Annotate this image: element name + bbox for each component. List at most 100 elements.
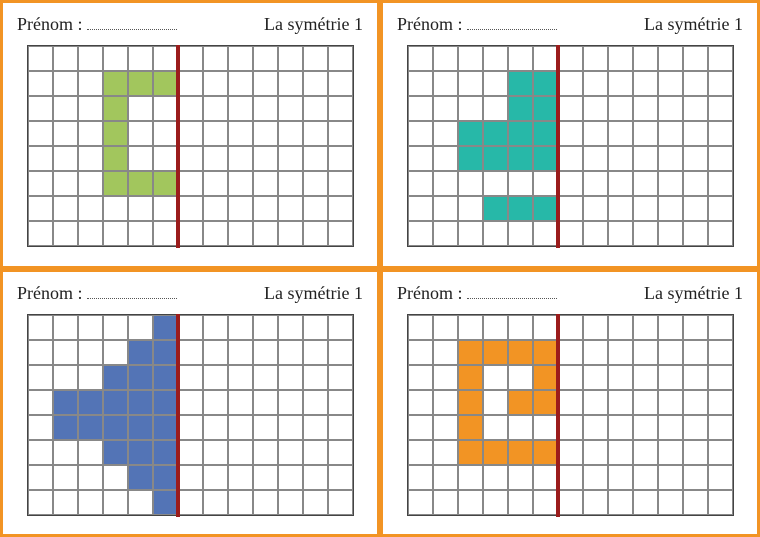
grid-cell [583,365,608,390]
card-header: Prénom :La symétrie 1 [17,11,363,35]
grid-cell [608,96,633,121]
symmetry-axis [176,45,180,248]
worksheet-title: La symétrie 1 [264,283,363,304]
grid-cell [633,96,658,121]
grid-cell [558,71,583,96]
grid-cell [78,96,103,121]
grid-cell [583,221,608,246]
grid-cell [483,221,508,246]
grid-cell [328,415,353,440]
grid-cell [253,390,278,415]
grid-cell [533,221,558,246]
grid-cell [328,340,353,365]
grid-cell [708,315,733,340]
grid-cell [683,171,708,196]
grid-cell [153,390,178,415]
grid-cell [328,465,353,490]
grid-cell [508,340,533,365]
worksheet-card-top-right: Prénom : La symétrie 1 [380,0,760,269]
grid-cell [53,171,78,196]
grid-cell [533,146,558,171]
grid-cell [583,196,608,221]
grid-cell [433,365,458,390]
grid-container [27,45,354,247]
grid-cell [583,171,608,196]
grid-cell [153,121,178,146]
grid-cell [178,440,203,465]
grid-cell [483,465,508,490]
grid-cell [408,71,433,96]
grid-cell [458,315,483,340]
grid-cell [633,71,658,96]
grid-cell [103,96,128,121]
symmetry-grid [27,45,354,247]
grid-cell [53,340,78,365]
grid-cell [608,315,633,340]
grid-cell [78,490,103,515]
grid-cell [558,490,583,515]
grid-cell [708,121,733,146]
grid-cell [683,415,708,440]
grid-cell [658,171,683,196]
grid-cell [103,315,128,340]
grid-cell [708,196,733,221]
grid-cell [408,315,433,340]
grid-cell [458,146,483,171]
grid-cell [203,71,228,96]
grid-cell [153,171,178,196]
grid-cell [78,365,103,390]
grid-container [407,45,734,247]
grid-cell [658,415,683,440]
grid-cell [708,340,733,365]
grid-cell [53,146,78,171]
grid-cell [78,146,103,171]
grid-cell [178,340,203,365]
grid-cell [683,390,708,415]
grid-cell [253,465,278,490]
grid-cell [78,171,103,196]
grid-cell [78,46,103,71]
grid-cell [583,71,608,96]
grid-cell [533,71,558,96]
grid-cell [508,46,533,71]
symmetry-grid [407,45,734,247]
card-header: Prénom : La symétrie 1 [397,11,743,35]
grid-cell [683,340,708,365]
grid-cell [253,440,278,465]
grid-cell [658,340,683,365]
grid-cell [328,440,353,465]
grid-wrap [397,310,743,521]
grid-cell [328,365,353,390]
worksheet-card-bottom-right: Prénom :La symétrie 1 [380,269,760,537]
grid-cell [458,415,483,440]
grid-cell [28,46,53,71]
grid-cell [178,196,203,221]
grid-cell [608,415,633,440]
grid-cell [278,390,303,415]
grid-cell [153,340,178,365]
grid-cell [178,146,203,171]
prenom-text: Prénom : [397,14,463,34]
grid-cell [483,440,508,465]
grid-cell [458,96,483,121]
prenom-label: Prénom : [17,11,177,35]
grid-cell [228,196,253,221]
grid-cell [608,196,633,221]
grid-cell [228,71,253,96]
grid-cell [558,440,583,465]
grid-cell [203,196,228,221]
grid-cell [508,196,533,221]
grid-cell [253,490,278,515]
grid-cell [53,46,78,71]
grid-cell [103,121,128,146]
grid-cell [78,465,103,490]
grid-cell [558,221,583,246]
grid-cell [408,490,433,515]
grid-cell [708,490,733,515]
grid-cell [153,490,178,515]
grid-cell [328,121,353,146]
grid-cell [278,340,303,365]
grid-cell [508,171,533,196]
worksheet-title: La symétrie 1 [644,14,743,35]
grid-cell [408,146,433,171]
